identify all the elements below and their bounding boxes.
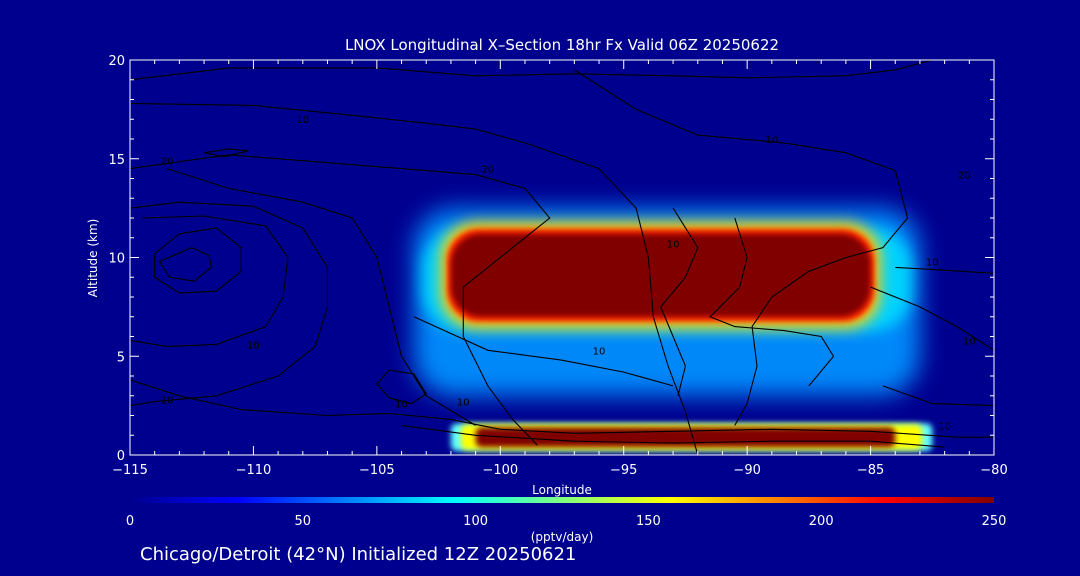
contour-line <box>130 154 551 446</box>
contour-line <box>130 201 329 407</box>
contour-label: 10 <box>926 257 939 268</box>
x-tick-label: −100 <box>482 463 518 478</box>
field-core <box>450 233 871 317</box>
x-tick-label: −105 <box>359 463 395 478</box>
contour-line <box>660 207 699 396</box>
contour-label: 10 <box>963 336 976 347</box>
y-axis: 0 5 10 15 20 <box>108 54 994 464</box>
contour-label: 10 <box>457 398 470 409</box>
contour-label: 10 <box>395 400 408 411</box>
contour-line <box>870 286 994 351</box>
colorbar-tick-label: 200 <box>809 514 834 529</box>
colorbar-ticks: 0 50 100 150 200 250 <box>126 514 1007 529</box>
contour-line <box>130 60 933 81</box>
contour-line <box>154 227 242 294</box>
contour-line <box>895 266 994 274</box>
contour-label: 10 <box>247 340 260 351</box>
x-tick-label: −85 <box>857 463 884 478</box>
contour-line <box>574 69 909 426</box>
colorbar-tick-label: 250 <box>982 514 1007 529</box>
contour-line <box>709 217 835 387</box>
band-core <box>475 427 896 448</box>
contour-line <box>401 424 945 448</box>
colorbar-label: (pptv/day) <box>531 530 594 544</box>
y-tick-label: 5 <box>117 350 125 365</box>
contour-line <box>166 168 476 426</box>
contour-line <box>130 102 699 455</box>
contour-line <box>158 247 213 282</box>
contour-label: 20 <box>958 171 971 182</box>
contour-labels: 10 20 20 10 10 10 10 10 10 10 10 10 20 10 <box>161 115 976 432</box>
colorbar-tick-label: 100 <box>463 514 488 529</box>
plot-area: 10 20 20 10 10 10 10 10 10 10 10 10 20 10 <box>130 60 994 455</box>
y-tick-label: 20 <box>108 54 125 69</box>
contour-line <box>882 385 994 407</box>
contour-line <box>376 369 427 405</box>
y-axis-label: Altitude (km) <box>86 219 100 298</box>
contour-label: 10 <box>296 115 309 126</box>
contour-line <box>413 316 674 387</box>
lnox-field <box>413 208 933 452</box>
x-tick-label: −115 <box>112 463 148 478</box>
contour-line <box>203 148 249 158</box>
contour-label: 10 <box>667 240 680 251</box>
x-tick-label: −95 <box>610 463 637 478</box>
contour-label: 10 <box>593 346 606 357</box>
x-axis-label: Longitude <box>532 483 592 497</box>
contour-line <box>130 215 289 347</box>
x-tick-label: −90 <box>733 463 760 478</box>
colorbar-tick-label: 150 <box>636 514 661 529</box>
chart-title: LNOX Longitudinal X–Section 18hr Fx Vali… <box>345 36 779 54</box>
contour-lines <box>130 60 994 455</box>
field-region-low-level-band <box>450 423 933 452</box>
contour-label: 10 <box>765 135 778 146</box>
contour-line <box>130 379 994 438</box>
colorbar-tick-label: 0 <box>126 514 134 529</box>
y-tick-label: 10 <box>108 252 125 267</box>
field-region-upper-anvil <box>413 208 920 396</box>
x-tick-label: −110 <box>236 463 272 478</box>
colorbar: 0 50 100 150 200 250 (pptv/day) <box>126 497 1007 544</box>
contour-label: 10 <box>161 396 174 407</box>
y-tick-label: 0 <box>117 449 125 464</box>
x-axis: −115 −110 −105 −100 −95 −90 −85 −80 <box>112 60 1008 478</box>
contour-label: 10 <box>938 421 951 432</box>
contour-label: 20 <box>161 157 174 168</box>
colorbar-scale <box>130 497 994 503</box>
x-tick-label: −80 <box>980 463 1007 478</box>
colorbar-tick-label: 50 <box>295 514 312 529</box>
contour-label: 20 <box>482 165 495 176</box>
footer-caption: Chicago/Detroit (42°N) Initialized 12Z 2… <box>140 544 576 565</box>
y-tick-label: 15 <box>108 153 125 168</box>
